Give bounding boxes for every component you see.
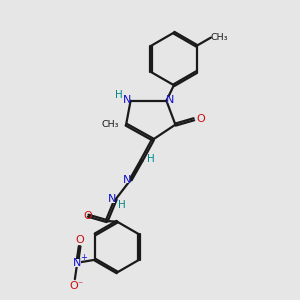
FancyBboxPatch shape [167, 97, 173, 104]
Text: ⁻: ⁻ [78, 281, 83, 291]
FancyBboxPatch shape [73, 259, 81, 267]
FancyBboxPatch shape [197, 116, 204, 122]
Text: N: N [108, 194, 116, 204]
FancyBboxPatch shape [109, 196, 116, 202]
FancyBboxPatch shape [124, 177, 130, 183]
Text: CH₃: CH₃ [102, 120, 119, 129]
Text: H: H [116, 90, 123, 100]
Text: H: H [118, 200, 126, 210]
Text: O: O [69, 281, 78, 291]
FancyBboxPatch shape [124, 97, 130, 104]
Text: O: O [196, 114, 205, 124]
Text: N: N [123, 175, 131, 185]
Text: O: O [84, 211, 93, 221]
Text: N: N [166, 95, 174, 105]
Text: CH₃: CH₃ [211, 33, 228, 42]
Text: H: H [147, 154, 155, 164]
Text: O: O [75, 235, 84, 245]
Text: N: N [73, 258, 81, 268]
Text: +: + [80, 253, 87, 262]
Text: N: N [123, 95, 131, 105]
